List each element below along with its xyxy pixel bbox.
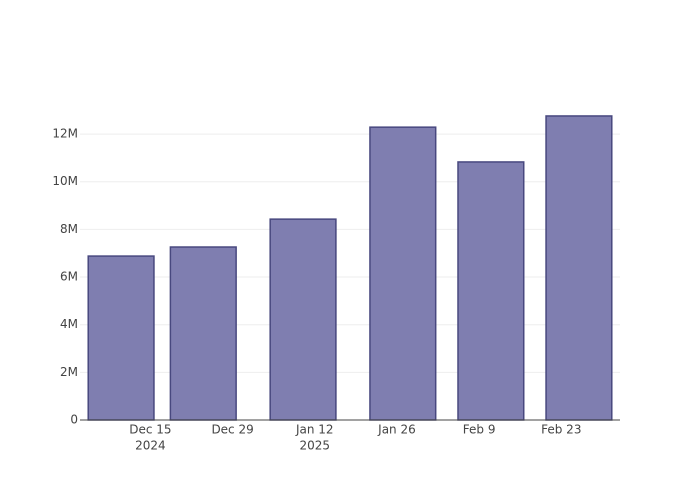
bar [369, 126, 437, 421]
x-tick-year: 2025 [300, 439, 331, 453]
bar [457, 161, 525, 421]
y-tick-label: 8M [60, 222, 78, 236]
bar [87, 255, 155, 421]
y-tick-label: 6M [60, 270, 78, 284]
x-tick-label: Feb 9 [463, 423, 496, 437]
y-tick-label: 10M [52, 174, 78, 188]
x-tick-label: Jan 26 [377, 423, 416, 437]
bar [169, 246, 237, 421]
x-tick-label: Feb 23 [541, 423, 581, 437]
x-tick-label: Jan 12 [295, 423, 334, 437]
y-tick-label: 2M [60, 365, 78, 379]
x-tick-label: Dec 29 [211, 423, 253, 437]
y-tick-label: 12M [52, 127, 78, 141]
bar [269, 218, 337, 421]
x-tick-year: 2024 [135, 439, 166, 453]
y-tick-label: 4M [60, 317, 78, 331]
y-tick-label: 0 [70, 413, 78, 427]
bar [545, 115, 613, 421]
x-tick-label: Dec 15 [129, 423, 171, 437]
